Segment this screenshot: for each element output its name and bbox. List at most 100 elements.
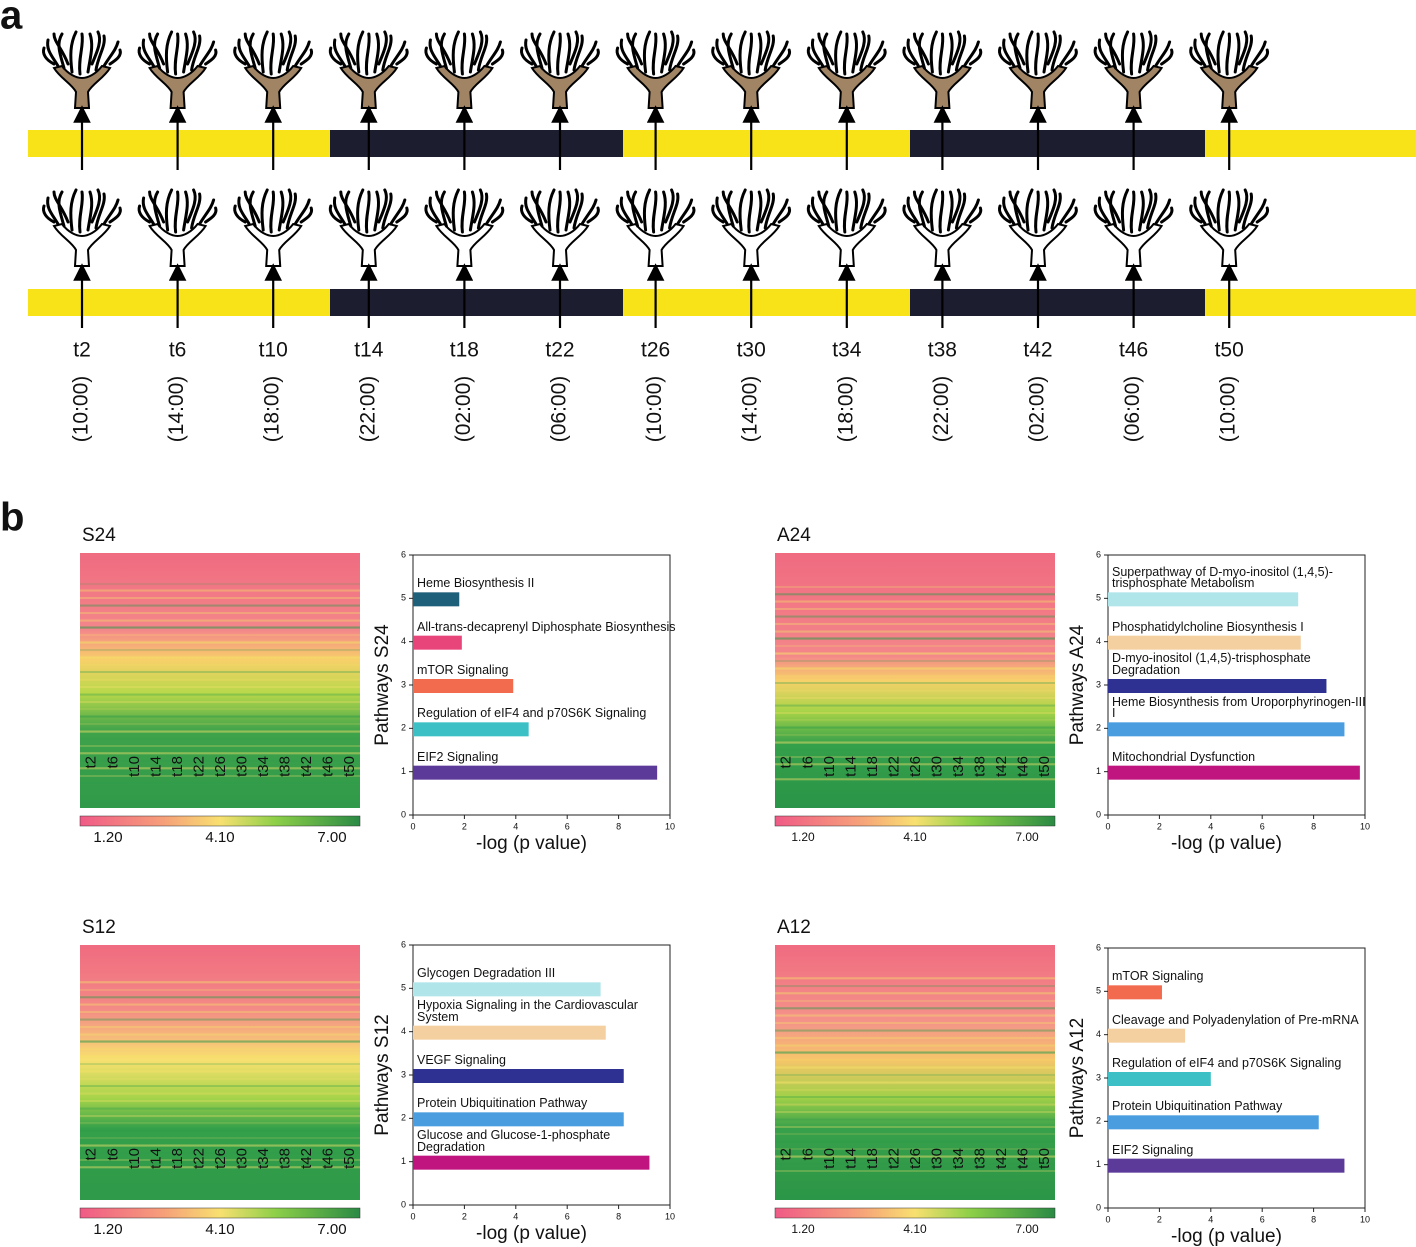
heatmap-texture — [775, 1044, 1055, 1046]
colorbar — [774, 1207, 1056, 1219]
bar — [413, 679, 514, 693]
bar-label-box: Regulation of eIF4 and p70S6K Signaling — [1112, 1057, 1341, 1070]
timepoint-label: t42 — [1023, 339, 1052, 362]
heatmap-texture — [80, 656, 360, 658]
light-dark-bars — [28, 130, 1416, 316]
heatmap-texture — [775, 1103, 1055, 1105]
bar-label: Mitochondrial Dysfunction — [1112, 749, 1256, 764]
heatmap-column-label: t34 — [950, 1148, 967, 1169]
heatmap-texture — [80, 745, 360, 747]
bar — [413, 1155, 650, 1170]
heatmap-texture — [80, 1093, 360, 1095]
heatmap-column-label: t6 — [799, 756, 816, 769]
x-tick-label: 10 — [1360, 821, 1370, 831]
timepoint-label: t34 — [832, 339, 862, 362]
colorbar-label: 4.10 — [903, 830, 927, 844]
panel-label: b — [0, 496, 24, 540]
heatmap-texture — [80, 1033, 360, 1035]
heatmap-texture — [80, 715, 360, 717]
heatmap-texture — [775, 1059, 1055, 1061]
colorbar-label: 7.00 — [317, 829, 346, 846]
heatmap-texture — [775, 719, 1055, 721]
bar-label-box: Protein Ubiquitination Pathway — [1112, 1100, 1282, 1113]
y-tick-label: 0 — [401, 809, 406, 819]
heatmap-texture — [775, 741, 1055, 743]
heatmap-texture — [80, 686, 360, 688]
colorbar-label: 1.20 — [93, 1221, 122, 1238]
y-tick-label: 3 — [1096, 679, 1101, 689]
heatmap-texture — [775, 1155, 1055, 1157]
heatmap-texture — [80, 1056, 360, 1058]
bar-label: EIF2 Signaling — [417, 749, 499, 764]
heatmap-column-label: t34 — [255, 1148, 272, 1169]
heatmap-column-label: t46 — [320, 1148, 337, 1169]
bar-label: Glucose and Glucose-1-phosphate Degradat… — [417, 1127, 611, 1154]
heatmap-texture — [775, 1111, 1055, 1113]
heatmap-texture — [80, 619, 360, 621]
heatmap-column-label: t38 — [277, 756, 294, 777]
heatmap-column-label: t18 — [864, 1148, 881, 1169]
heatmap-column-label: t46 — [1015, 756, 1032, 777]
clock-label: (10:00) — [1217, 376, 1240, 443]
x-tick-label: 4 — [1208, 1214, 1213, 1224]
heatmap-texture — [80, 1092, 360, 1094]
x-tick-label: 8 — [616, 821, 621, 831]
heatmap-texture — [775, 653, 1055, 655]
x-tick-label: 0 — [1105, 1214, 1110, 1224]
heatmap-texture — [775, 667, 1055, 669]
x-axis-label: -log (p value) — [1171, 1226, 1282, 1247]
heatmap-column-label: t38 — [972, 756, 989, 777]
bar — [1108, 1115, 1319, 1130]
polyp-icon — [424, 30, 505, 110]
x-tick-label: 2 — [462, 821, 467, 831]
bar-label-box: Mitochondrial Dysfunction — [1112, 749, 1256, 764]
clock-label: (14:00) — [165, 376, 188, 443]
heatmap-texture — [775, 631, 1055, 633]
heatmap-texture — [775, 1037, 1055, 1039]
heatmap-column-label: t14 — [147, 756, 164, 777]
heatmap-texture — [80, 1063, 360, 1065]
x-axis-label: -log (p value) — [476, 1223, 587, 1244]
bar — [1108, 592, 1299, 607]
heatmap-texture — [80, 1108, 360, 1110]
bar-label-box: Superpathway of D-myo-inositol (1,4,5)-t… — [1112, 565, 1333, 589]
panel-label: a — [0, 0, 23, 38]
heatmap-texture — [80, 649, 360, 651]
bar-label-box: Cleavage and Polyadenylation of Pre-mRNA — [1112, 1014, 1359, 1027]
bar — [1108, 1158, 1345, 1173]
heatmap-column-label: t38 — [277, 1148, 294, 1169]
heatmap-texture — [775, 749, 1055, 751]
heatmap-texture — [80, 604, 360, 606]
heatmap-texture — [80, 767, 360, 769]
heatmap-texture — [80, 1100, 360, 1102]
y-tick-label: 6 — [1096, 549, 1101, 559]
x-tick-label: 6 — [1260, 1214, 1265, 1224]
heatmap-column-label: t34 — [950, 756, 967, 777]
colorbar-label: 1.20 — [791, 1222, 815, 1236]
y-tick-label: 1 — [1096, 766, 1101, 776]
heatmap-texture — [775, 742, 1055, 744]
heatmap-texture — [80, 1055, 360, 1057]
heatmap-texture — [80, 981, 360, 983]
y-tick-label: 5 — [401, 983, 406, 993]
bar-label-box: Protein Ubiquitination Pathway — [417, 1097, 587, 1110]
bar-label: Heme Biosynthesis from Uroporphyrinogen-… — [1112, 694, 1366, 721]
heatmap-texture — [80, 612, 360, 614]
heatmap-texture — [80, 708, 360, 710]
colorbar-label: 7.00 — [1015, 1222, 1039, 1236]
bar — [413, 592, 460, 607]
heatmap-texture — [775, 697, 1055, 699]
heatmap-texture — [775, 1148, 1055, 1150]
heatmap-column-label: t22 — [190, 756, 207, 777]
heatmap-column-label: t18 — [169, 756, 186, 777]
bar-label-box: EIF2 Signaling — [417, 749, 499, 764]
heatmap-texture — [80, 716, 360, 718]
bar-label-box: Phosphatidylcholine Biosynthesis I — [1112, 621, 1304, 634]
heatmap-texture — [80, 723, 360, 725]
heatmap-column-label: t30 — [929, 1148, 946, 1169]
bar-label-box: Heme Biosynthesis II — [417, 577, 534, 590]
heatmap-texture — [80, 701, 360, 703]
heatmap-column-label: t38 — [972, 1148, 989, 1169]
x-axis-label: -log (p value) — [476, 833, 587, 854]
x-tick-label: 2 — [462, 1211, 467, 1221]
